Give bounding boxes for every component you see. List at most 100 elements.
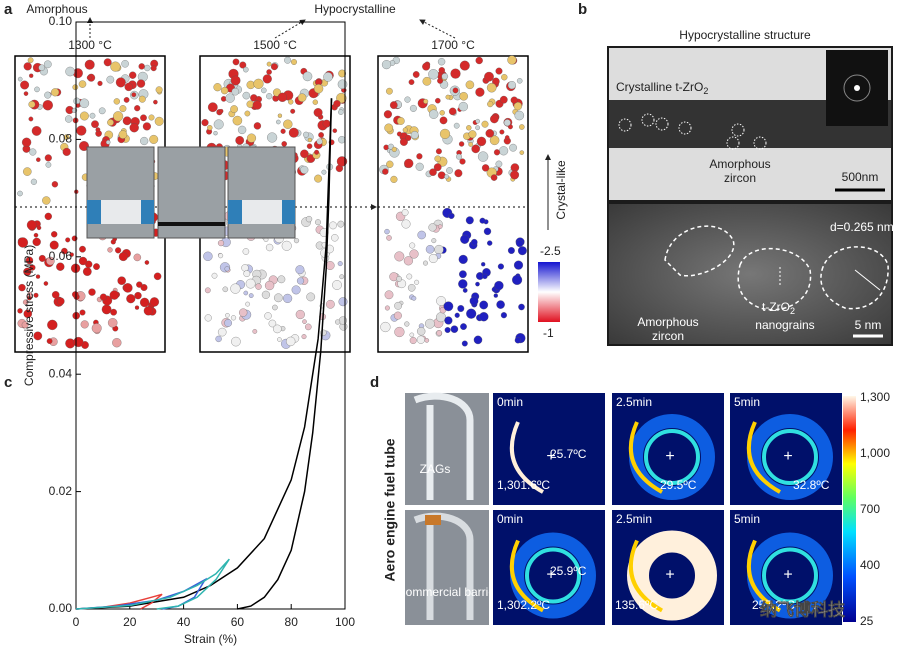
atom	[65, 66, 75, 77]
atom	[306, 292, 316, 302]
series-line	[75, 558, 230, 610]
atom	[56, 262, 65, 271]
atom	[394, 251, 405, 262]
atom	[86, 75, 92, 81]
atom	[403, 256, 413, 266]
atom	[213, 83, 222, 92]
atom	[444, 174, 449, 180]
atom	[461, 340, 468, 347]
atom	[36, 225, 42, 231]
atom	[513, 101, 523, 111]
atom	[409, 249, 419, 259]
time-label: 2.5min	[616, 395, 652, 409]
atom	[314, 149, 320, 155]
hot-arc	[509, 421, 544, 494]
atom	[253, 122, 262, 130]
atom	[307, 137, 313, 143]
atom	[425, 318, 435, 329]
atom	[78, 80, 87, 88]
temperature-label: 257.?ºC	[752, 598, 795, 612]
atom	[98, 107, 106, 115]
series-line	[75, 98, 333, 610]
atom	[123, 97, 130, 103]
atom	[207, 102, 218, 113]
atom	[458, 101, 468, 112]
annotation: Crystalline t-ZrO2	[616, 80, 708, 96]
atom	[270, 63, 278, 71]
atom	[148, 114, 155, 121]
atom	[51, 181, 59, 188]
colorbar-label: 1,300	[860, 390, 890, 404]
atom	[51, 291, 60, 299]
atom	[117, 276, 126, 285]
atom	[65, 237, 71, 243]
atom	[437, 77, 444, 84]
atom	[38, 254, 46, 262]
atom	[401, 219, 411, 229]
atom	[46, 338, 53, 344]
atom	[475, 56, 483, 65]
atom	[517, 246, 527, 256]
atom	[468, 130, 477, 139]
atom	[416, 153, 423, 160]
atom	[475, 87, 485, 97]
atom	[30, 178, 37, 185]
atom	[435, 97, 441, 104]
colorbar	[843, 396, 856, 622]
atom	[107, 318, 118, 328]
atom	[144, 260, 150, 265]
atom	[409, 104, 417, 112]
atom	[91, 323, 102, 334]
panel-title: Hypocrystalline structure	[679, 28, 811, 42]
atom	[32, 237, 41, 247]
atom	[396, 117, 405, 125]
x-tick-label: 20	[123, 615, 137, 629]
atom	[459, 92, 468, 101]
atom	[261, 87, 267, 94]
colorbar	[538, 262, 560, 322]
atom	[382, 168, 389, 175]
atom	[504, 135, 510, 140]
y-tick-label: 0.08	[49, 132, 73, 146]
atom	[441, 73, 449, 80]
atom	[42, 100, 53, 111]
atom	[113, 98, 120, 105]
atom	[492, 77, 500, 86]
atom	[266, 69, 272, 75]
atom	[399, 137, 408, 146]
atom	[384, 290, 394, 300]
temperature-label: 1,301.6ºC	[497, 478, 550, 492]
atom	[409, 337, 417, 344]
thermal-ring	[747, 532, 833, 619]
atom	[439, 116, 448, 125]
atom	[44, 91, 52, 99]
atom	[459, 60, 470, 71]
x-tick-label: 0	[73, 615, 80, 629]
atom	[140, 114, 147, 122]
thermal-ring	[762, 429, 818, 485]
annotation: t-ZrO2	[762, 300, 795, 316]
annotation: Amorphous	[637, 315, 698, 329]
atom	[143, 306, 154, 316]
atom	[295, 265, 305, 275]
atom	[25, 256, 34, 265]
atom	[429, 168, 437, 176]
atom	[23, 91, 29, 96]
atom	[386, 235, 392, 241]
atom	[242, 91, 251, 100]
atom	[408, 79, 415, 85]
series-line	[237, 98, 333, 610]
atom	[149, 134, 159, 144]
atom	[225, 93, 235, 103]
panel-d: d Aero engine fuel tube ZAGs Commercial …	[370, 374, 890, 628]
atom	[93, 263, 100, 270]
atom	[65, 115, 73, 123]
atom	[396, 131, 402, 137]
atom	[460, 234, 470, 244]
atom	[466, 125, 472, 131]
atom	[485, 129, 495, 138]
y-tick-label: 0.02	[49, 484, 73, 498]
atom	[266, 61, 272, 67]
spot	[854, 85, 860, 91]
atom	[405, 134, 412, 141]
